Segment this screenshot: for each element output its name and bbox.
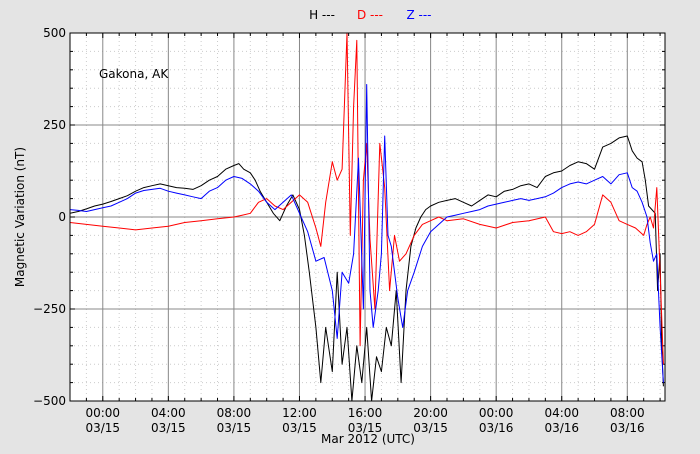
series-line-d (70, 33, 664, 365)
y-tick-label: −500 (33, 394, 66, 408)
x-tick-label-time: 08:00 (217, 406, 252, 420)
y-tick-label: −250 (33, 302, 66, 316)
x-axis-label: Mar 2012 (UTC) (321, 432, 415, 446)
station-annotation: Gakona, AK (99, 67, 169, 81)
legend-entry-h: H --- (309, 8, 335, 22)
x-tick-label-time: 00:00 (479, 406, 514, 420)
x-tick-label-date: 03/16 (479, 421, 514, 435)
series-lines (70, 33, 664, 401)
x-tick-label-date: 03/15 (85, 421, 120, 435)
legend: H --- D --- Z --- (309, 8, 431, 22)
x-tick-label-date: 03/15 (282, 421, 317, 435)
x-tick-label-time: 12:00 (282, 406, 317, 420)
x-tick-label-time: 08:00 (610, 406, 645, 420)
x-tick-label-time: 16:00 (348, 406, 383, 420)
x-tick-label-time: 04:00 (544, 406, 579, 420)
y-tick-label: 250 (43, 118, 66, 132)
x-tick-label-time: 20:00 (413, 406, 448, 420)
x-tick-label-date: 03/16 (544, 421, 579, 435)
x-tick-label-date: 03/15 (217, 421, 252, 435)
y-tick-label: 0 (58, 210, 66, 224)
legend-entry-z: Z --- (406, 8, 431, 22)
x-tick-label-time: 04:00 (151, 406, 186, 420)
y-tick-label: 500 (43, 26, 66, 40)
legend-entry-d: D --- (357, 8, 383, 22)
ticks: −500−250025050000:0003/1504:0003/1508:00… (33, 26, 665, 435)
series-line-h (70, 135, 664, 401)
plot-frame (69, 32, 666, 402)
x-tick-label-date: 03/16 (610, 421, 645, 435)
x-tick-label-date: 03/15 (348, 421, 383, 435)
x-tick-label-date: 03/15 (413, 421, 448, 435)
x-tick-label-date: 03/15 (151, 421, 186, 435)
y-axis-label: Magnetic Variation (nT) (13, 147, 27, 287)
x-tick-label-time: 00:00 (85, 406, 120, 420)
series-line-z (70, 84, 664, 383)
